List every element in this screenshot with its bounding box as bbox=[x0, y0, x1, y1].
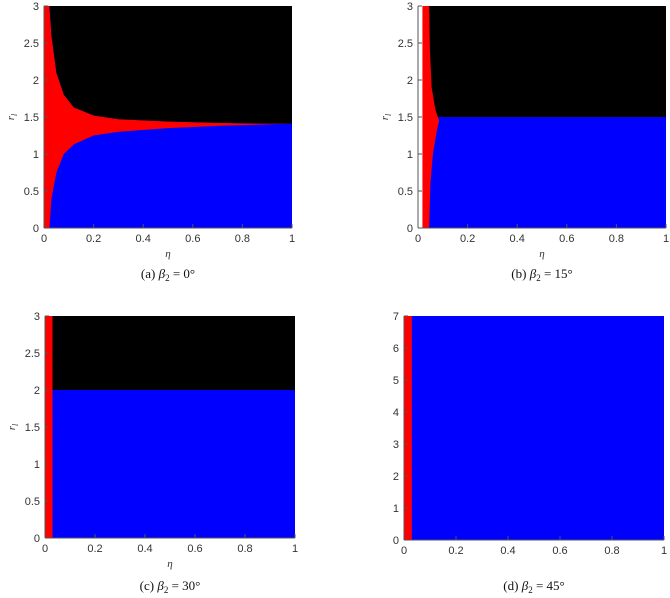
y-tick-label: 0.5 bbox=[398, 186, 413, 198]
x-tick-label: 0.8 bbox=[235, 233, 250, 245]
y-tick-label: 7 bbox=[393, 311, 399, 323]
y-tick-label: 0 bbox=[393, 535, 399, 547]
x-tick-label: 0 bbox=[41, 233, 47, 245]
panel-caption: (c) β2 = 30° bbox=[140, 578, 201, 595]
y-tick-label: 3 bbox=[34, 311, 40, 323]
caption-tag: (b) bbox=[511, 266, 529, 281]
caption-value: = 30° bbox=[168, 578, 200, 593]
y-tick-label: 3 bbox=[33, 1, 39, 13]
caption-tag: (c) bbox=[140, 578, 158, 593]
caption-symbol: β bbox=[529, 266, 537, 281]
plot-area bbox=[418, 6, 666, 228]
y-tick-label: 0.5 bbox=[25, 496, 40, 508]
red-bulge bbox=[422, 6, 440, 228]
x-tick-label: 1 bbox=[292, 543, 298, 555]
caption-subscript: 2 bbox=[536, 273, 541, 283]
red-stripe bbox=[404, 316, 412, 540]
x-tick-label: 0.8 bbox=[604, 545, 619, 557]
x-tick-label: 0.2 bbox=[87, 543, 102, 555]
y-tick-label: 2 bbox=[407, 75, 413, 87]
x-tick-label: 0.2 bbox=[448, 545, 463, 557]
panel-caption: (a) β2 = 0° bbox=[141, 266, 195, 283]
y-axis-label: rl bbox=[6, 423, 20, 430]
y-tick-label: 1 bbox=[407, 149, 413, 161]
y-tick-label: 2.5 bbox=[24, 38, 39, 50]
y-axis-label: rl bbox=[379, 113, 393, 120]
caption-value: = 0° bbox=[170, 266, 196, 281]
y-tick-label: 1.5 bbox=[398, 112, 413, 124]
x-tick-label: 0.2 bbox=[86, 233, 101, 245]
x-tick-label: 0.4 bbox=[510, 233, 525, 245]
x-tick-label: 0.2 bbox=[460, 233, 475, 245]
y-tick-label: 6 bbox=[393, 343, 399, 355]
region-red-band bbox=[49, 6, 292, 228]
region-black bbox=[49, 6, 292, 124]
caption-tag: (d) bbox=[503, 578, 521, 593]
x-tick-label: 1 bbox=[289, 233, 295, 245]
x-tick-label: 0.4 bbox=[136, 233, 151, 245]
y-tick-label: 2.5 bbox=[398, 38, 413, 50]
y-tick-label: 0 bbox=[33, 223, 39, 235]
x-tick-label: 0.6 bbox=[559, 233, 574, 245]
caption-subscript: 2 bbox=[165, 273, 170, 283]
x-tick-label: 0 bbox=[42, 543, 48, 555]
y-tick-label: 4 bbox=[393, 407, 399, 419]
caption-value: = 15° bbox=[541, 266, 573, 281]
y-tick-label: 5 bbox=[393, 375, 399, 387]
x-tick-label: 0.6 bbox=[187, 543, 202, 555]
y-axis-label: rl bbox=[5, 113, 19, 120]
caption-symbol: β bbox=[158, 266, 166, 281]
y-tick-label: 0 bbox=[34, 533, 40, 545]
y-tick-label: 1 bbox=[34, 459, 40, 471]
plot-area bbox=[44, 6, 292, 228]
y-tick-label: 1 bbox=[33, 149, 39, 161]
y-tick-label: 1 bbox=[393, 503, 399, 515]
y-tick-label: 2.5 bbox=[25, 348, 40, 360]
y-axis-label-subscript: l bbox=[10, 113, 19, 116]
y-tick-label: 3 bbox=[407, 1, 413, 13]
y-tick-label: 1.5 bbox=[24, 112, 39, 124]
y-tick-label: 2 bbox=[34, 385, 40, 397]
y-tick-label: 0 bbox=[407, 223, 413, 235]
x-tick-label: 0.4 bbox=[137, 543, 152, 555]
x-tick-label: 0 bbox=[401, 545, 407, 557]
x-tick-label: 0.4 bbox=[500, 545, 515, 557]
region-black bbox=[418, 6, 666, 117]
x-tick-label: 1 bbox=[663, 233, 669, 245]
x-axis-label: η bbox=[539, 248, 544, 260]
x-axis-label: η bbox=[165, 248, 170, 260]
y-axis-label-subscript: l bbox=[384, 113, 393, 116]
panel-caption: (d) β2 = 45° bbox=[503, 578, 564, 595]
y-tick-label: 3 bbox=[393, 439, 399, 451]
caption-symbol: β bbox=[521, 578, 529, 593]
x-tick-label: 0.6 bbox=[552, 545, 567, 557]
caption-subscript: 2 bbox=[164, 585, 169, 595]
region-blue bbox=[404, 316, 664, 540]
x-tick-label: 0 bbox=[415, 233, 421, 245]
caption-value: = 45° bbox=[533, 578, 565, 593]
region-black bbox=[45, 316, 295, 390]
x-tick-label: 1 bbox=[661, 545, 667, 557]
x-tick-label: 0.8 bbox=[237, 543, 252, 555]
x-tick-label: 0.8 bbox=[609, 233, 624, 245]
caption-tag: (a) bbox=[141, 266, 159, 281]
y-tick-label: 2 bbox=[393, 471, 399, 483]
y-tick-label: 1.5 bbox=[25, 422, 40, 434]
y-tick-label: 2 bbox=[33, 75, 39, 87]
panel-caption: (b) β2 = 15° bbox=[511, 266, 572, 283]
plot-area bbox=[404, 316, 664, 540]
y-tick-label: 0.5 bbox=[24, 186, 39, 198]
x-axis-label: η bbox=[167, 558, 172, 570]
plot-area bbox=[45, 316, 295, 538]
x-tick-label: 0.6 bbox=[185, 233, 200, 245]
caption-symbol: β bbox=[156, 578, 164, 593]
y-axis-label-subscript: l bbox=[11, 423, 20, 426]
caption-subscript: 2 bbox=[528, 585, 533, 595]
